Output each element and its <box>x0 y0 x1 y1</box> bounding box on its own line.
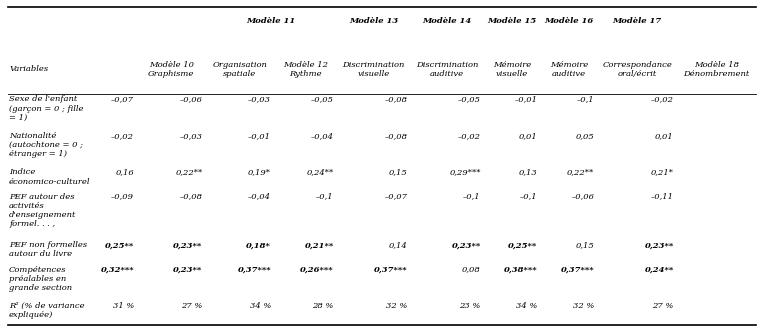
Text: Mémoire
visuelle: Mémoire visuelle <box>493 61 531 78</box>
Text: 0,37***: 0,37*** <box>561 266 594 274</box>
Text: Mémoire
auditive: Mémoire auditive <box>550 61 588 78</box>
Text: 0,15: 0,15 <box>388 168 407 176</box>
Text: Nationalité
(autochtone = 0 ;
étranger = 1): Nationalité (autochtone = 0 ; étranger =… <box>9 132 83 158</box>
Text: Modèle 17: Modèle 17 <box>613 17 662 25</box>
Text: 0,23**: 0,23** <box>644 241 674 249</box>
Text: 0,24**: 0,24** <box>644 266 674 274</box>
Text: –0,02: –0,02 <box>651 95 674 103</box>
Text: Modèle 10
Graphisme: Modèle 10 Graphisme <box>148 61 195 78</box>
Text: 0,37***: 0,37*** <box>237 266 271 274</box>
Text: Modèle 14: Modèle 14 <box>423 17 472 25</box>
Text: PEF non formelles
autour du livre: PEF non formelles autour du livre <box>9 241 87 258</box>
Text: 32 %: 32 % <box>386 302 407 310</box>
Text: Modèle 18
Dénombrement: Modèle 18 Dénombrement <box>683 61 749 78</box>
Text: Modèle 16: Modèle 16 <box>544 17 594 25</box>
Text: –0,11: –0,11 <box>651 193 674 201</box>
Text: –0,05: –0,05 <box>458 95 481 103</box>
Text: 34 %: 34 % <box>250 302 271 310</box>
Text: R² (% de variance
expliquée): R² (% de variance expliquée) <box>9 302 85 319</box>
Text: –0,05: –0,05 <box>311 95 334 103</box>
Text: 0,38***: 0,38*** <box>504 266 537 274</box>
Text: –0,08: –0,08 <box>179 193 203 201</box>
Text: Indice
économico-culturel: Indice économico-culturel <box>9 168 90 185</box>
Text: 0,25**: 0,25** <box>105 241 134 249</box>
Text: 0,01: 0,01 <box>519 132 537 140</box>
Text: –0,09: –0,09 <box>111 193 134 201</box>
Text: 0,24**: 0,24** <box>306 168 334 176</box>
Text: 0,26***: 0,26*** <box>300 266 334 274</box>
Text: Discrimination
auditive: Discrimination auditive <box>416 61 478 78</box>
Text: 28 %: 28 % <box>312 302 334 310</box>
Text: –0,06: –0,06 <box>572 193 594 201</box>
Text: 0,08: 0,08 <box>462 266 481 274</box>
Text: Correspondance
oral/écrit: Correspondance oral/écrit <box>602 61 672 78</box>
Text: 27 %: 27 % <box>652 302 674 310</box>
Text: 0,23**: 0,23** <box>451 241 481 249</box>
Text: 0,19*: 0,19* <box>248 168 271 176</box>
Text: –0,1: –0,1 <box>520 193 537 201</box>
Text: 0,16: 0,16 <box>116 168 134 176</box>
Text: 0,05: 0,05 <box>575 132 594 140</box>
Text: –0,07: –0,07 <box>385 193 407 201</box>
Text: Modèle 15: Modèle 15 <box>488 17 537 25</box>
Text: –0,04: –0,04 <box>311 132 334 140</box>
Text: Organisation
spatiale: Organisation spatiale <box>213 61 268 78</box>
Text: –0,03: –0,03 <box>179 132 203 140</box>
Text: 31 %: 31 % <box>112 302 134 310</box>
Text: 0,32***: 0,32*** <box>100 266 134 274</box>
Text: 0,21*: 0,21* <box>651 168 674 176</box>
Text: –0,02: –0,02 <box>458 132 481 140</box>
Text: 0,22**: 0,22** <box>567 168 594 176</box>
Text: –0,1: –0,1 <box>463 193 481 201</box>
Text: 0,18*: 0,18* <box>246 241 271 249</box>
Text: 0,29***: 0,29*** <box>449 168 481 176</box>
Text: 23 %: 23 % <box>459 302 481 310</box>
Text: 0,13: 0,13 <box>519 168 537 176</box>
Text: 0,14: 0,14 <box>388 241 407 249</box>
Text: –0,04: –0,04 <box>248 193 271 201</box>
Text: Modèle 13: Modèle 13 <box>349 17 398 25</box>
Text: 0,15: 0,15 <box>575 241 594 249</box>
Text: –0,01: –0,01 <box>248 132 271 140</box>
Text: Variables: Variables <box>9 65 48 73</box>
Text: –0,01: –0,01 <box>515 95 537 103</box>
Text: –0,06: –0,06 <box>179 95 203 103</box>
Text: 0,22**: 0,22** <box>176 168 203 176</box>
Text: 34 %: 34 % <box>516 302 537 310</box>
Text: 0,23**: 0,23** <box>173 266 203 274</box>
Text: –0,03: –0,03 <box>248 95 271 103</box>
Text: Compétences
préalables en
grande section: Compétences préalables en grande section <box>9 266 72 292</box>
Text: –0,02: –0,02 <box>111 132 134 140</box>
Text: Sexe de l'enfant
(garçon = 0 ; fille
= 1): Sexe de l'enfant (garçon = 0 ; fille = 1… <box>9 95 84 122</box>
Text: Modèle 11: Modèle 11 <box>246 17 296 25</box>
Text: 0,01: 0,01 <box>655 132 674 140</box>
Text: PEF autour des
activités
d'enseignement
formel. . . ,: PEF autour des activités d'enseignement … <box>9 193 77 228</box>
Text: Modèle 12
Rythme: Modèle 12 Rythme <box>283 61 328 78</box>
Text: –0,07: –0,07 <box>111 95 134 103</box>
Text: 27 %: 27 % <box>181 302 203 310</box>
Text: 0,37***: 0,37*** <box>374 266 407 274</box>
Text: 0,21**: 0,21** <box>305 241 334 249</box>
Text: 0,25**: 0,25** <box>508 241 537 249</box>
Text: –0,08: –0,08 <box>385 132 407 140</box>
Text: –0,1: –0,1 <box>577 95 594 103</box>
Text: –0,1: –0,1 <box>316 193 334 201</box>
Text: Discrimination
visuelle: Discrimination visuelle <box>342 61 405 78</box>
Text: 0,23**: 0,23** <box>173 241 203 249</box>
Text: –0,08: –0,08 <box>385 95 407 103</box>
Text: 32 %: 32 % <box>573 302 594 310</box>
